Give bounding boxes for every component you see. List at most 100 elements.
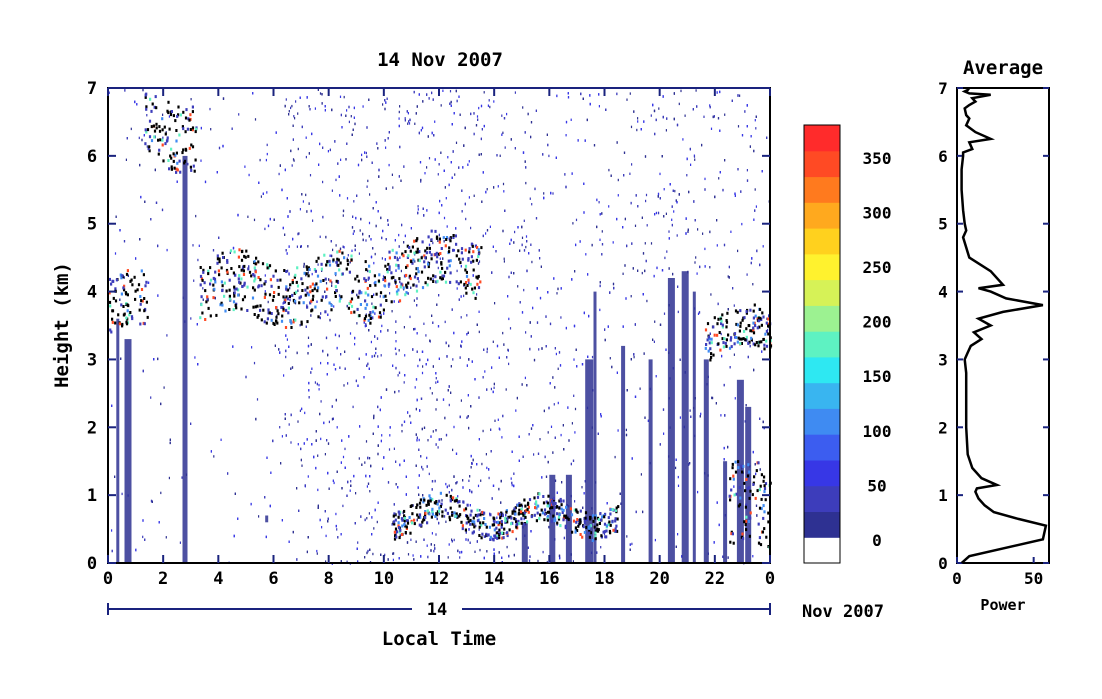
noise-pixel xyxy=(438,233,440,237)
signal-column xyxy=(621,345,626,563)
noise-pixel xyxy=(486,188,488,191)
echo-pixel xyxy=(513,507,516,511)
echo-pixel xyxy=(411,512,414,516)
echo-pixel xyxy=(743,520,746,524)
noise-pixel xyxy=(659,323,662,326)
echo-pixel xyxy=(247,267,250,271)
echo-pixel xyxy=(203,281,206,285)
echo-pixel xyxy=(300,320,303,324)
noise-pixel xyxy=(759,468,761,471)
noise-pixel xyxy=(538,249,540,252)
noise-pixel xyxy=(376,520,378,524)
noise-pixel xyxy=(143,134,145,137)
echo-pixel xyxy=(150,109,153,113)
noise-pixel xyxy=(286,197,288,200)
echo-pixel xyxy=(559,524,562,528)
noise-pixel xyxy=(596,198,598,202)
echo-pixel xyxy=(406,264,409,268)
noise-pixel xyxy=(361,463,363,466)
noise-pixel xyxy=(416,398,418,402)
echo-pixel xyxy=(183,161,186,165)
noise-pixel xyxy=(486,350,488,354)
echo-pixel xyxy=(562,499,565,503)
noise-pixel xyxy=(283,374,285,377)
echo-pixel xyxy=(416,503,419,507)
noise-pixel xyxy=(671,223,673,227)
echo-pixel xyxy=(427,235,430,239)
echo-pixel xyxy=(547,494,550,498)
noise-pixel xyxy=(490,387,492,391)
noise-pixel xyxy=(371,355,373,358)
noise-pixel xyxy=(467,415,469,418)
noise-pixel xyxy=(441,499,443,502)
noise-pixel xyxy=(321,93,323,96)
echo-pixel xyxy=(364,314,368,318)
noise-pixel xyxy=(387,558,389,561)
noise-pixel xyxy=(740,190,742,193)
noise-pixel xyxy=(573,394,575,397)
echo-pixel xyxy=(422,500,425,504)
noise-pixel xyxy=(279,351,281,354)
noise-pixel xyxy=(324,510,326,513)
noise-pixel xyxy=(176,180,178,183)
noise-pixel xyxy=(280,462,282,465)
noise-pixel xyxy=(572,560,574,563)
noise-pixel xyxy=(655,375,657,378)
echo-pixel xyxy=(401,518,404,522)
echo-pixel xyxy=(182,110,185,114)
echo-pixel xyxy=(426,246,429,250)
noise-pixel xyxy=(421,465,423,469)
noise-pixel xyxy=(554,479,557,482)
noise-pixel xyxy=(404,521,406,525)
noise-pixel xyxy=(360,217,362,221)
echo-pixel xyxy=(221,284,224,288)
noise-pixel xyxy=(541,476,543,479)
echo-pixel xyxy=(570,513,574,517)
echo-pixel xyxy=(257,276,260,279)
noise-pixel xyxy=(448,183,450,187)
noise-pixel xyxy=(410,421,412,424)
noise-pixel xyxy=(339,366,341,369)
noise-pixel xyxy=(364,556,366,559)
x-axis-label: Local Time xyxy=(382,628,496,650)
noise-pixel xyxy=(212,249,215,252)
noise-pixel xyxy=(119,298,121,301)
noise-pixel xyxy=(746,104,748,107)
noise-pixel xyxy=(327,520,329,523)
echo-pixel xyxy=(145,300,148,304)
echo-pixel xyxy=(526,520,529,524)
echo-pixel xyxy=(235,306,238,310)
colorbar-tick-label: 100 xyxy=(863,422,892,441)
echo-pixel xyxy=(317,286,320,290)
noise-pixel xyxy=(557,367,559,370)
noise-pixel xyxy=(695,256,697,259)
echo-pixel xyxy=(517,512,520,516)
noise-pixel xyxy=(298,509,300,512)
echo-pixel xyxy=(322,279,325,282)
noise-pixel xyxy=(560,433,562,437)
echo-pixel xyxy=(170,110,173,113)
noise-pixel xyxy=(331,108,333,112)
echo-pixel xyxy=(320,262,323,266)
echo-pixel xyxy=(767,332,770,336)
noise-pixel xyxy=(399,105,401,108)
echo-pixel xyxy=(255,256,258,260)
noise-pixel xyxy=(303,262,305,266)
echo-pixel xyxy=(166,136,169,140)
noise-pixel xyxy=(294,117,296,120)
echo-pixel xyxy=(497,523,500,527)
noise-pixel xyxy=(672,189,674,192)
noise-pixel xyxy=(426,456,428,460)
echo-pixel xyxy=(150,139,154,143)
noise-pixel xyxy=(586,118,588,122)
noise-pixel xyxy=(465,538,467,541)
noise-pixel xyxy=(698,311,701,314)
noise-pixel xyxy=(200,159,202,162)
echo-pixel xyxy=(374,283,377,287)
noise-pixel xyxy=(374,508,376,512)
noise-pixel xyxy=(347,480,349,484)
noise-pixel xyxy=(668,237,670,240)
echo-pixel xyxy=(383,276,386,280)
echo-pixel xyxy=(238,280,241,284)
noise-pixel xyxy=(291,104,293,108)
